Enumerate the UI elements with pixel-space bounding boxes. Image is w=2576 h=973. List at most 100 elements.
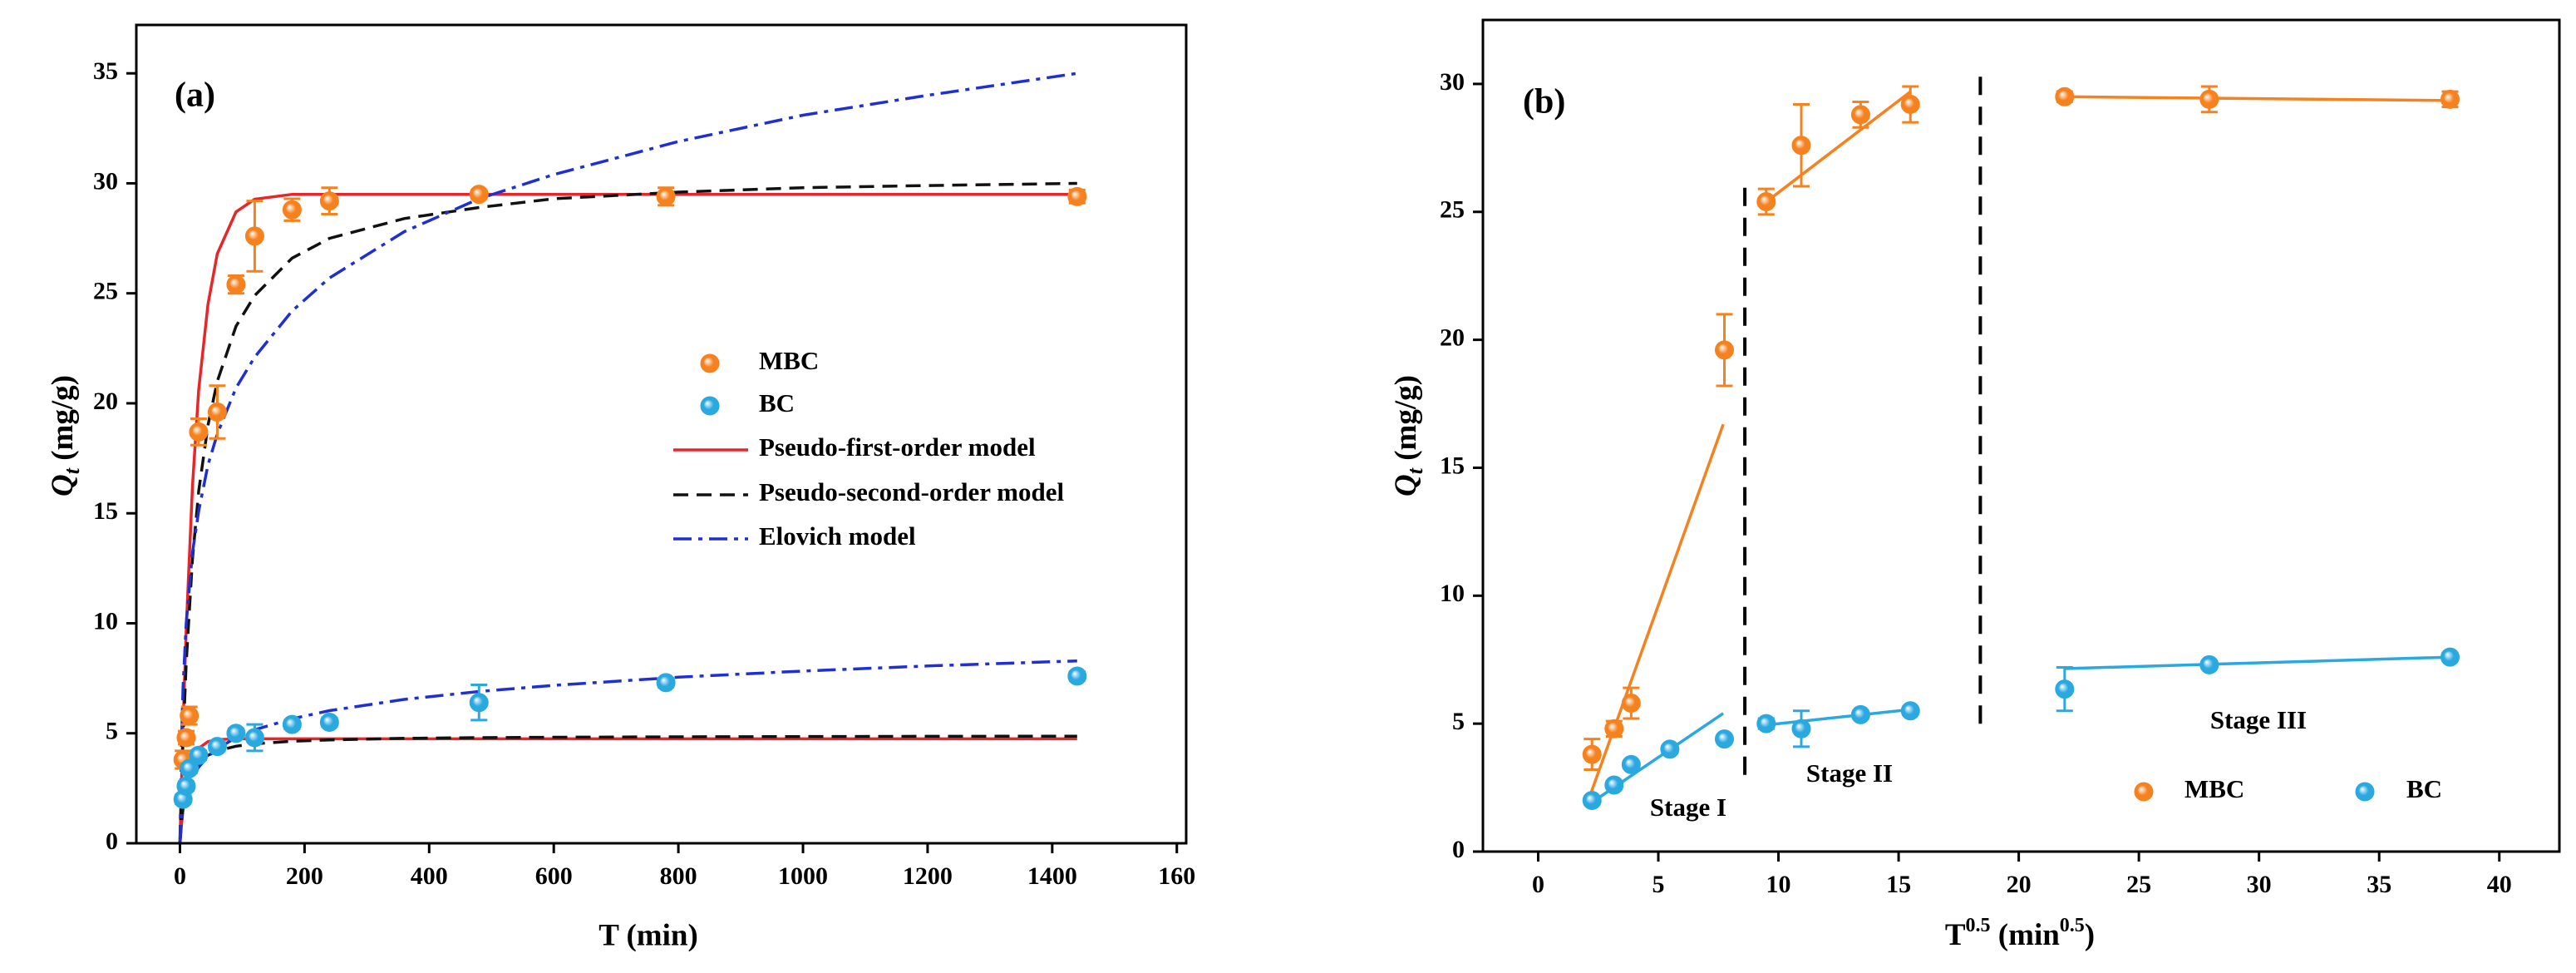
axis-title-part: Q xyxy=(1389,474,1423,496)
x-tick-label: 10 xyxy=(1766,871,1791,898)
axis-title: Qt (mg/g) xyxy=(1389,375,1426,496)
point xyxy=(319,713,339,733)
axis-title: Qt (mg/g) xyxy=(46,375,83,496)
point xyxy=(207,737,227,757)
x-tick-label: 25 xyxy=(2126,871,2151,898)
point xyxy=(469,693,489,713)
point xyxy=(1756,714,1776,733)
point xyxy=(1791,719,1811,738)
point xyxy=(226,274,246,294)
legend-marker xyxy=(2134,782,2154,802)
point xyxy=(2055,679,2075,699)
x-axis-title: T (min) xyxy=(598,918,698,952)
fit-line xyxy=(2064,655,2450,670)
panel-label: (a) xyxy=(175,77,215,115)
y-tick-label: 25 xyxy=(93,278,118,305)
point xyxy=(176,728,196,748)
x-tick-label: 800 xyxy=(660,862,697,890)
point xyxy=(656,673,676,693)
axis-title: T0.5 (min0.5) xyxy=(1945,915,2095,953)
model-curve xyxy=(178,659,1077,844)
point xyxy=(1900,95,1920,115)
legend-marker xyxy=(700,396,720,416)
y-tick-label: 20 xyxy=(93,388,118,415)
point xyxy=(1715,340,1735,360)
point xyxy=(469,185,489,205)
point xyxy=(189,422,209,442)
point xyxy=(2440,647,2460,667)
y-tick-label: 30 xyxy=(1440,68,1465,96)
panel-label: (b) xyxy=(1523,83,1565,121)
axis-title-part: 0.5 xyxy=(1966,915,1991,936)
model-curve xyxy=(178,72,1078,844)
stage-label: Stage I xyxy=(1650,793,1726,822)
axis-title-part: t xyxy=(1403,467,1427,474)
axis-title-part: T xyxy=(1945,918,1966,952)
legend-marker xyxy=(700,353,720,373)
point xyxy=(1850,704,1870,724)
point xyxy=(1900,701,1920,721)
axis-title-part: (min xyxy=(1991,918,2061,952)
legend-label: Pseudo-second-order model xyxy=(759,477,1064,506)
x-tick-label: 160 xyxy=(1158,862,1195,890)
x-tick-label: 200 xyxy=(286,862,323,890)
axis-title-part: t xyxy=(60,467,84,474)
y-tick-label: 25 xyxy=(1440,196,1465,224)
legend-label: Pseudo-first-order model xyxy=(759,432,1036,462)
plot-frame xyxy=(1481,18,2561,853)
point xyxy=(1850,105,1870,125)
y-tick-label: 15 xyxy=(1440,452,1465,479)
model-curve xyxy=(178,734,1077,844)
axis-title-part: 0.5 xyxy=(2060,915,2085,936)
point xyxy=(1604,775,1624,795)
model-curve xyxy=(178,192,1077,844)
point xyxy=(1582,744,1602,764)
point xyxy=(1067,186,1087,206)
x-tick-label: 0 xyxy=(1532,871,1544,898)
y-tick-label: 0 xyxy=(106,827,118,855)
x-tick-label: 40 xyxy=(2487,871,2512,898)
x-tick-label: 1000 xyxy=(778,862,828,890)
point xyxy=(1067,666,1087,686)
point xyxy=(1604,719,1624,738)
legend-marker xyxy=(2355,782,2375,802)
fit-line xyxy=(2064,95,2450,102)
legend-label: BC xyxy=(2406,774,2442,803)
y-tick-label: 10 xyxy=(93,607,118,635)
point xyxy=(1791,136,1811,156)
legend-label: MBC xyxy=(2184,774,2244,803)
point xyxy=(180,758,199,778)
legend-label: BC xyxy=(759,388,795,417)
y-tick-label: 5 xyxy=(1452,708,1465,735)
plot-frame xyxy=(135,23,1188,845)
x-tick-label: 35 xyxy=(2367,871,2391,898)
point xyxy=(1621,694,1641,714)
point xyxy=(319,191,339,211)
x-tick-label: 20 xyxy=(2007,871,2032,898)
point xyxy=(656,186,676,206)
model-curve xyxy=(178,181,1077,844)
point xyxy=(282,714,302,734)
point xyxy=(244,226,264,246)
legend-label: Elovich model xyxy=(759,521,916,551)
point xyxy=(180,706,199,726)
axis-title-part: Q xyxy=(46,474,80,496)
y-tick-label: 10 xyxy=(1440,580,1465,607)
point xyxy=(2055,86,2075,106)
x-tick-label: 1400 xyxy=(1027,862,1077,890)
point xyxy=(1621,754,1641,774)
point xyxy=(1660,739,1680,759)
model-curve xyxy=(178,737,1077,844)
y-tick-label: 20 xyxy=(1440,324,1465,352)
stage-label: Stage III xyxy=(2210,705,2307,734)
x-tick-label: 600 xyxy=(535,862,573,890)
x-tick-label: 15 xyxy=(1886,871,1911,898)
x-tick-label: 400 xyxy=(411,862,448,890)
point xyxy=(1715,729,1735,749)
point xyxy=(226,724,246,743)
point xyxy=(1582,790,1602,810)
fit-line xyxy=(1766,90,1912,203)
point xyxy=(176,776,196,796)
point xyxy=(1756,191,1776,211)
y-tick-label: 0 xyxy=(1452,836,1465,863)
